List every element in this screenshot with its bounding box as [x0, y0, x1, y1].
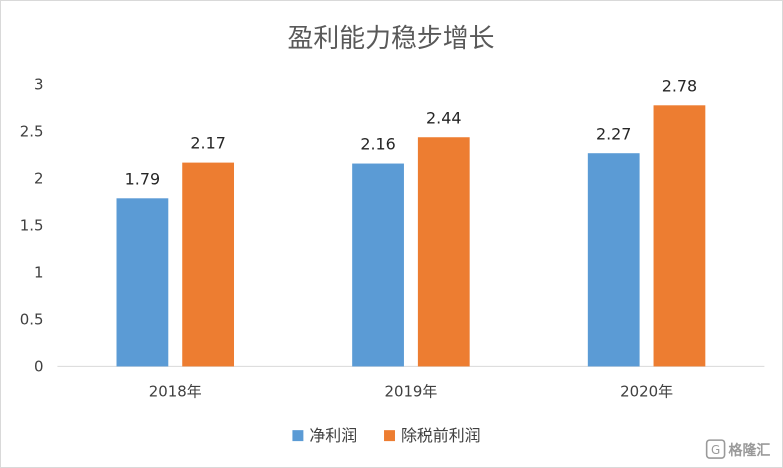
watermark-text: 格隆汇 [729, 442, 771, 459]
legend-swatch [292, 430, 304, 442]
x-tick-label: 2020年 [620, 382, 673, 400]
data-label: 2.44 [426, 108, 461, 127]
data-label: 2.78 [662, 76, 697, 95]
bar-net-profit [352, 163, 404, 367]
data-label: 2.16 [360, 135, 395, 154]
y-tick-label: 2.5 [20, 123, 44, 141]
bar-pretax-profit [417, 137, 470, 367]
watermark: G 格隆汇 [705, 439, 771, 459]
y-tick-label: 0.5 [20, 310, 44, 328]
x-axis: 2018年 2019年 2020年 [149, 382, 673, 400]
bar-pretax-profit [182, 162, 235, 367]
glh-logo-glyph: G [711, 443, 720, 457]
y-tick-label: 2 [34, 170, 44, 188]
y-tick-label: 1 [34, 263, 44, 281]
y-tick-label: 0 [34, 357, 44, 375]
bars: 1.79 2.17 2.16 2.44 2.27 2.78 [116, 76, 706, 367]
legend: 净利润 除税前利润 [292, 426, 481, 445]
y-tick-label: 3 [34, 76, 44, 94]
bar-pretax-profit [653, 105, 706, 367]
y-axis: 0 0.5 1 1.5 2 2.5 3 [20, 76, 44, 376]
legend-label: 净利润 [309, 426, 357, 445]
bar-net-profit [587, 153, 640, 367]
bar-net-profit [116, 198, 169, 367]
glh-logo-icon [705, 439, 726, 459]
legend-swatch [384, 430, 395, 442]
x-tick-label: 2018年 [149, 382, 202, 400]
data-label: 1.79 [125, 169, 160, 188]
y-tick-label: 1.5 [20, 217, 44, 235]
chart-title: 盈利能力稳步增长 [287, 24, 494, 54]
data-label: 2.17 [190, 134, 225, 153]
data-label: 2.27 [596, 124, 631, 143]
legend-label: 除税前利润 [401, 426, 481, 445]
x-tick-label: 2019年 [384, 382, 437, 400]
